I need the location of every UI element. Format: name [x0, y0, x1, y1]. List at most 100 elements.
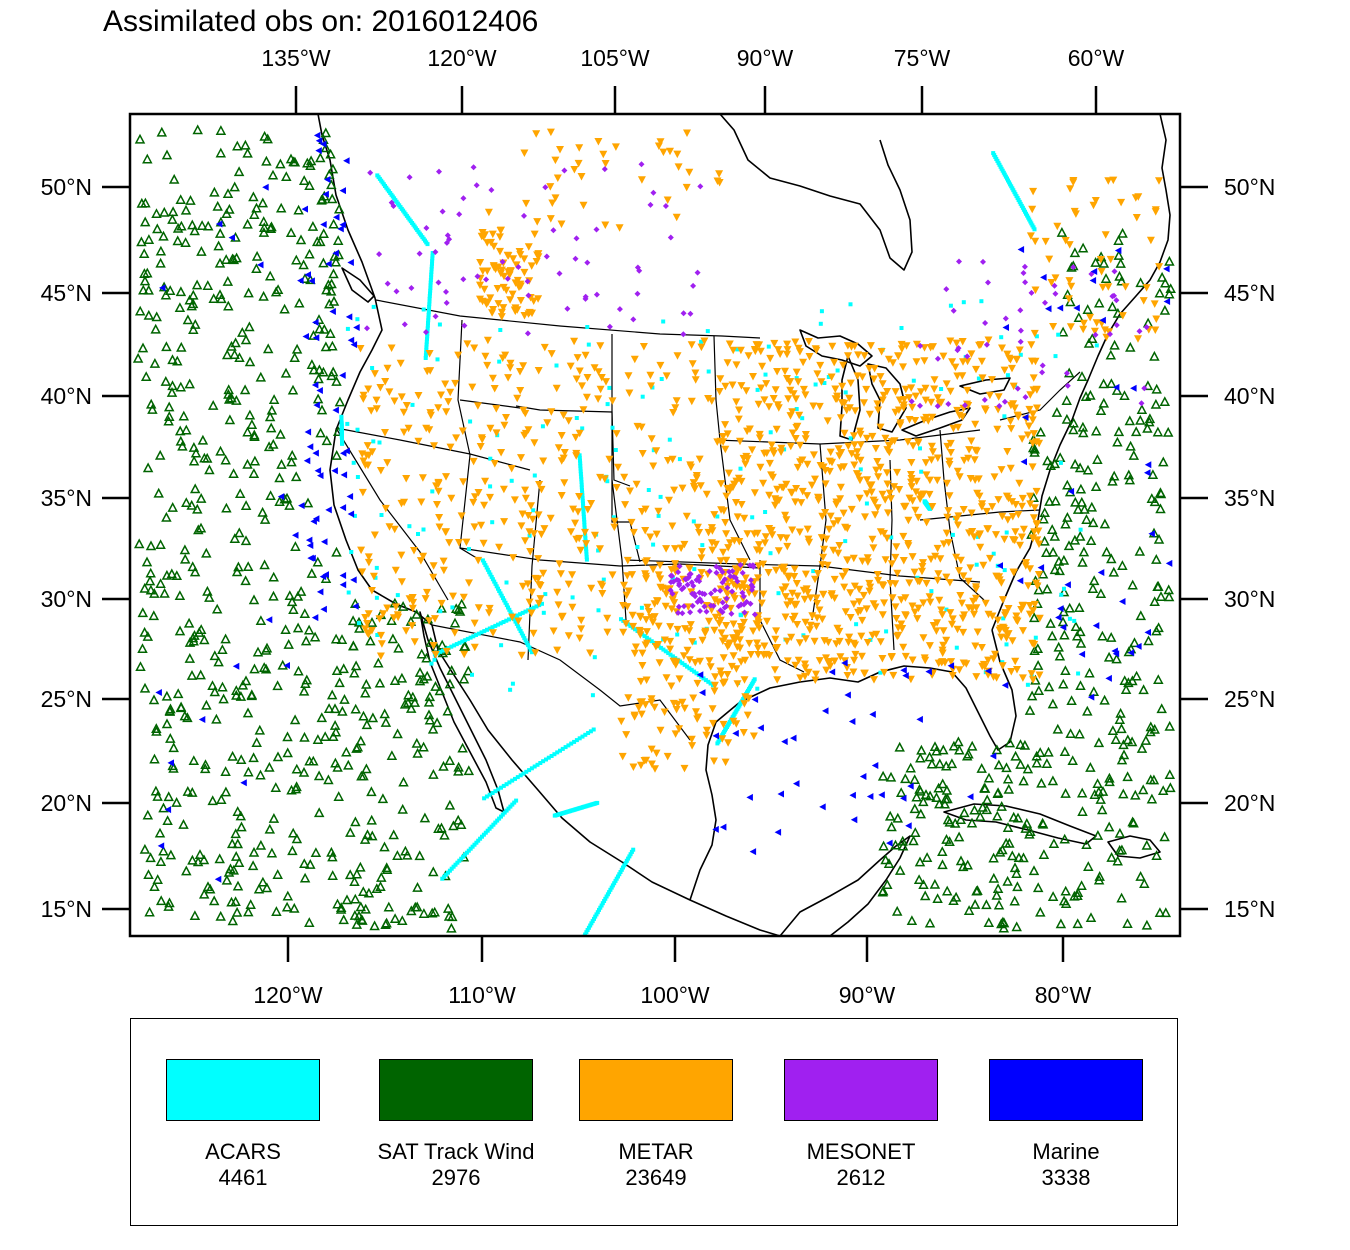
- acars-marker: [581, 514, 586, 519]
- metar-marker: [855, 585, 864, 594]
- sat-track-wind-marker: [260, 644, 272, 655]
- acars-marker: [694, 671, 699, 676]
- mesonet-marker: [1002, 315, 1009, 322]
- metar-marker: [894, 406, 903, 414]
- metar-marker: [922, 518, 931, 527]
- metar-marker: [793, 621, 802, 629]
- metar-marker: [977, 644, 986, 652]
- metar-marker: [1151, 326, 1160, 334]
- metar-marker: [673, 150, 682, 159]
- acars-marker: [515, 775, 520, 780]
- metar-marker: [527, 588, 536, 597]
- metar-marker: [746, 651, 755, 659]
- sat-track-wind-marker: [457, 742, 468, 753]
- metar-marker: [977, 357, 986, 366]
- marine-marker: [315, 147, 322, 155]
- marine-marker: [1105, 674, 1112, 682]
- marine-marker: [317, 472, 324, 480]
- metar-marker: [525, 528, 534, 536]
- acars-marker: [523, 638, 528, 643]
- sat-track-wind-marker: [304, 917, 315, 927]
- sat-track-wind-marker: [1147, 469, 1159, 480]
- acars-marker: [488, 572, 493, 577]
- sat-track-wind-marker: [961, 750, 973, 761]
- metar-marker: [1032, 385, 1041, 394]
- mesonet-marker: [470, 164, 477, 171]
- sat-track-wind-marker: [248, 191, 259, 202]
- sat-track-wind-marker: [1154, 287, 1165, 298]
- mesonet-marker: [741, 601, 747, 608]
- marine-marker: [339, 187, 346, 195]
- metar-marker: [749, 627, 758, 635]
- metar-marker: [1008, 364, 1016, 373]
- acars-marker: [430, 253, 435, 258]
- metar-marker: [809, 402, 818, 410]
- sat-track-wind-marker: [149, 881, 160, 892]
- sat-track-wind-marker: [1111, 653, 1122, 664]
- sat-track-wind-marker: [310, 847, 322, 858]
- sat-track-wind-marker: [392, 728, 403, 739]
- metar-marker: [629, 763, 638, 771]
- sat-track-wind-marker: [444, 755, 456, 765]
- metar-marker: [711, 613, 720, 622]
- acars-marker: [490, 791, 495, 795]
- sat-track-wind-marker: [240, 535, 252, 546]
- metar-marker: [810, 637, 819, 646]
- marine-marker: [866, 793, 874, 800]
- metar-marker: [737, 382, 746, 390]
- metar-marker: [736, 346, 745, 355]
- marine-marker: [886, 839, 893, 847]
- acars-marker: [423, 353, 428, 358]
- metar-marker: [721, 519, 730, 527]
- metar-marker: [678, 698, 687, 707]
- acars-marker: [523, 609, 528, 614]
- acars-marker: [610, 883, 615, 888]
- acars-marker: [975, 534, 980, 539]
- metar-marker: [801, 391, 810, 399]
- metar-marker: [1035, 614, 1044, 623]
- acars-marker: [670, 576, 675, 581]
- sat-track-wind-marker: [1004, 737, 1016, 748]
- metar-marker: [715, 388, 724, 396]
- sat-track-wind-marker: [1051, 407, 1063, 417]
- marine-marker: [1073, 304, 1080, 312]
- metar-marker: [610, 517, 619, 526]
- mesonet-marker: [515, 264, 522, 270]
- metar-marker: [510, 496, 519, 504]
- sat-track-wind-marker: [1122, 771, 1133, 782]
- metar-marker: [516, 297, 525, 305]
- sat-track-wind-marker: [155, 245, 167, 256]
- metar-marker: [583, 506, 592, 514]
- sat-track-wind-marker: [171, 797, 182, 807]
- metar-marker: [361, 614, 370, 622]
- left-axis-label: 15°N: [41, 896, 92, 922]
- metar-marker: [942, 529, 951, 538]
- metar-marker: [397, 551, 406, 560]
- metar-marker: [935, 596, 944, 605]
- sat-track-wind-marker: [349, 910, 361, 920]
- metar-marker: [952, 553, 961, 562]
- acars-marker: [541, 610, 546, 615]
- sat-track-wind-marker: [286, 456, 297, 467]
- sat-track-wind-marker: [247, 860, 259, 871]
- sat-track-wind-marker: [279, 303, 290, 314]
- metar-marker: [367, 587, 376, 595]
- acars-marker: [586, 925, 591, 930]
- legend-label: MESONET: [806, 1139, 916, 1164]
- sat-track-wind-marker: [992, 810, 1003, 821]
- metar-marker: [927, 442, 936, 451]
- metar-marker: [381, 429, 389, 437]
- sat-track-wind-marker: [909, 774, 920, 785]
- metar-marker: [594, 368, 603, 376]
- acars-marker: [429, 269, 434, 274]
- sat-track-wind-marker: [139, 582, 150, 593]
- metar-marker: [665, 496, 673, 505]
- metar-marker: [1008, 637, 1017, 645]
- sat-track-wind-marker: [1074, 728, 1085, 739]
- metar-marker: [690, 485, 699, 493]
- metar-marker: [581, 528, 589, 537]
- metar-marker: [652, 530, 661, 539]
- sat-track-wind-marker: [411, 608, 422, 619]
- metar-marker: [941, 659, 949, 667]
- metar-marker: [966, 475, 975, 483]
